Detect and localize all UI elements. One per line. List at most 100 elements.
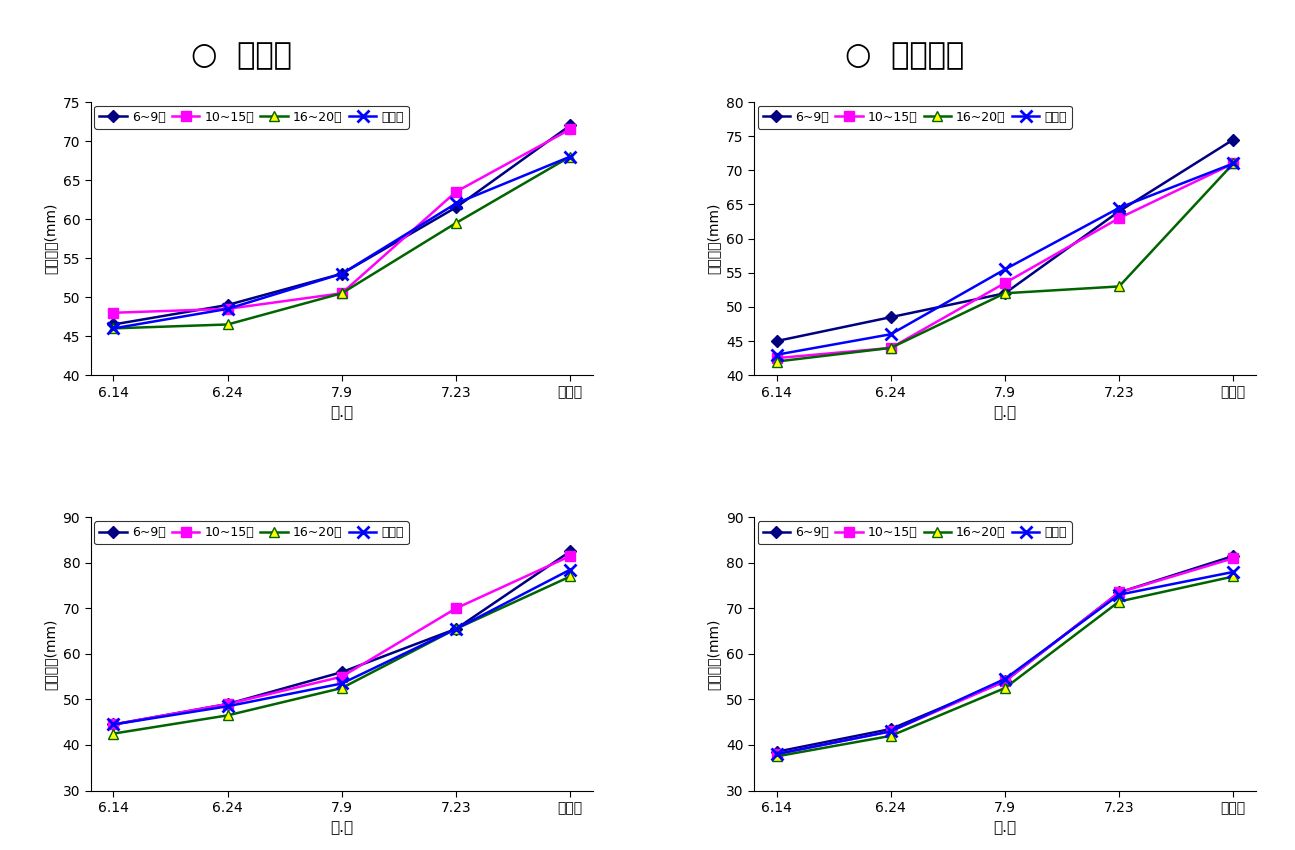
- Y-axis label: 과실횚경(mm): 과실횚경(mm): [706, 618, 720, 689]
- 16~20엽: [1225, 571, 1241, 581]
- 6~9엽: [883, 724, 899, 734]
- 무처리: [448, 198, 464, 208]
- 10~15엽: [1225, 158, 1241, 168]
- Line: 10~15엽: 10~15엽: [109, 124, 575, 318]
- X-axis label: 월.일: 월.일: [993, 405, 1017, 420]
- Line: 무처리: 무처리: [107, 150, 576, 335]
- 10~15엽: [448, 187, 464, 197]
- Y-axis label: 종경길이(mm): 종경길이(mm): [706, 203, 720, 275]
- 10~15엽: [769, 353, 785, 363]
- Legend: 6~9엽, 10~15엽, 16~20엽, 무처리: 6~9엽, 10~15엽, 16~20엽, 무처리: [758, 521, 1072, 544]
- 16~20엽: [106, 323, 122, 333]
- Line: 16~20엽: 16~20엽: [109, 152, 575, 333]
- 6~9엽: [997, 676, 1013, 686]
- 16~20엽: [334, 683, 350, 693]
- 6~9엽: [220, 699, 236, 709]
- 10~15엽: [997, 676, 1013, 686]
- 6~9엽: [448, 624, 464, 634]
- 6~9엽: [1225, 134, 1241, 145]
- 10~15엽: [1111, 587, 1127, 598]
- 16~20엽: [106, 728, 122, 739]
- Line: 10~15엽: 10~15엽: [772, 553, 1238, 759]
- Text: ○  오도로끼: ○ 오도로끼: [844, 41, 963, 70]
- Line: 6~9엽: 6~9엽: [109, 122, 575, 329]
- 6~9엽: [334, 667, 350, 677]
- 무처리: [883, 329, 899, 339]
- 무처리: [562, 151, 578, 162]
- 무처리: [769, 349, 785, 360]
- 6~9엽: [1111, 207, 1127, 217]
- 16~20엽: [448, 624, 464, 634]
- 16~20엽: [334, 288, 350, 298]
- Text: ○  미백도: ○ 미백도: [190, 41, 291, 70]
- 무처리: [106, 323, 122, 333]
- 무처리: [220, 303, 236, 314]
- 6~9엽: [1225, 551, 1241, 561]
- 16~20엽: [883, 731, 899, 741]
- 16~20엽: [562, 571, 578, 581]
- 10~15엽: [562, 124, 578, 134]
- 10~15엽: [448, 604, 464, 614]
- 16~20엽: [220, 711, 236, 721]
- X-axis label: 월.일: 월.일: [330, 820, 354, 836]
- 6~9엽: [769, 336, 785, 346]
- Legend: 6~9엽, 10~15엽, 16~20엽, 무처리: 6~9엽, 10~15엽, 16~20엽, 무처리: [95, 105, 409, 128]
- Legend: 6~9엽, 10~15엽, 16~20엽, 무처리: 6~9엽, 10~15엽, 16~20엽, 무처리: [95, 521, 409, 544]
- Line: 6~9엽: 6~9엽: [772, 135, 1238, 345]
- 16~20엽: [220, 320, 236, 330]
- 6~9엽: [220, 300, 236, 310]
- 무처리: [883, 726, 899, 736]
- 6~9엽: [106, 320, 122, 330]
- 10~15엽: [106, 719, 122, 729]
- 10~15엽: [220, 699, 236, 709]
- 10~15엽: [997, 278, 1013, 288]
- Line: 16~20엽: 16~20엽: [109, 571, 575, 739]
- 16~20엽: [769, 356, 785, 366]
- 16~20엽: [997, 288, 1013, 298]
- 무처리: [997, 264, 1013, 275]
- 16~20엽: [1225, 158, 1241, 168]
- 무처리: [1111, 590, 1127, 600]
- 16~20엽: [883, 343, 899, 353]
- Y-axis label: 과실횚경(mm): 과실횚경(mm): [43, 618, 57, 689]
- 6~9엽: [1111, 587, 1127, 598]
- 10~15엽: [106, 308, 122, 318]
- Legend: 6~9엽, 10~15엽, 16~20엽, 무처리: 6~9엽, 10~15엽, 16~20엽, 무처리: [758, 105, 1072, 128]
- 10~15엽: [1111, 213, 1127, 224]
- 6~9엽: [769, 746, 785, 756]
- 16~20엽: [997, 683, 1013, 693]
- 6~9엽: [562, 121, 578, 131]
- 6~9엽: [883, 312, 899, 322]
- Line: 무처리: 무처리: [771, 157, 1239, 361]
- X-axis label: 월.일: 월.일: [330, 405, 354, 420]
- Line: 6~9엽: 6~9엽: [772, 552, 1238, 756]
- 무처리: [220, 701, 236, 711]
- 무처리: [334, 269, 350, 279]
- 10~15엽: [883, 726, 899, 736]
- 10~15엽: [1225, 553, 1241, 564]
- 10~15엽: [334, 288, 350, 298]
- 10~15엽: [769, 749, 785, 759]
- 무처리: [997, 674, 1013, 684]
- 무처리: [769, 749, 785, 759]
- Line: 6~9엽: 6~9엽: [109, 547, 575, 728]
- 6~9엽: [106, 719, 122, 729]
- 16~20엽: [1111, 597, 1127, 607]
- 10~15엽: [220, 303, 236, 314]
- 16~20엽: [448, 218, 464, 228]
- Y-axis label: 과실종경(mm): 과실종경(mm): [43, 203, 57, 275]
- 10~15엽: [883, 343, 899, 353]
- 10~15엽: [334, 672, 350, 682]
- 10~15엽: [562, 551, 578, 561]
- 16~20엽: [769, 751, 785, 762]
- 16~20엽: [562, 151, 578, 162]
- 무처리: [448, 624, 464, 634]
- 무처리: [334, 678, 350, 689]
- 무처리: [106, 719, 122, 729]
- 무처리: [1225, 567, 1241, 577]
- 16~20엽: [1111, 281, 1127, 292]
- 무처리: [562, 564, 578, 575]
- 6~9엽: [448, 202, 464, 212]
- 무처리: [1225, 158, 1241, 168]
- Line: 무처리: 무처리: [107, 564, 576, 731]
